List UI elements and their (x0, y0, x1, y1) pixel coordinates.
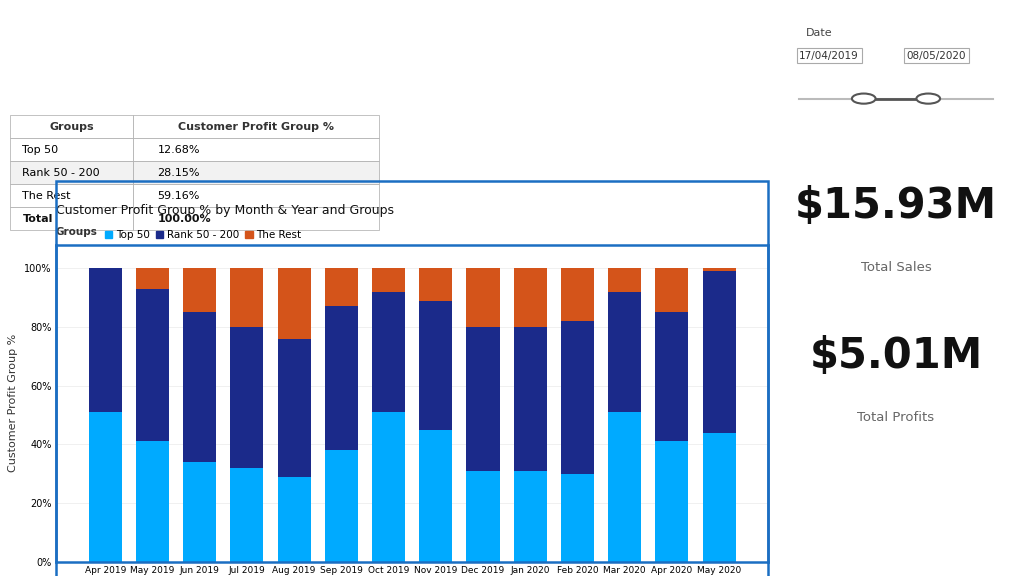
Text: $5.01M: $5.01M (809, 335, 983, 377)
Text: Total Sales: Total Sales (860, 262, 932, 274)
Bar (136, 289, 169, 441)
Bar (702, 268, 735, 271)
Bar (230, 468, 263, 562)
Text: $15.93M: $15.93M (795, 185, 997, 227)
Bar (608, 291, 641, 412)
Bar (514, 268, 547, 327)
Bar (230, 268, 263, 327)
Bar (230, 327, 263, 468)
Bar (278, 476, 310, 562)
Bar (372, 291, 406, 412)
Bar (514, 327, 547, 471)
Bar (655, 312, 688, 441)
Bar (561, 473, 594, 562)
Bar (325, 450, 357, 562)
Text: 08/05/2020: 08/05/2020 (907, 51, 967, 60)
Bar (655, 268, 688, 312)
Bar (608, 412, 641, 562)
Bar (278, 339, 310, 476)
Bar (608, 268, 641, 291)
Circle shape (852, 93, 876, 104)
Bar (183, 312, 216, 462)
Bar (467, 471, 500, 562)
Bar (561, 321, 594, 473)
Bar (372, 412, 406, 562)
Bar (325, 268, 357, 306)
Y-axis label: Customer Profit Group %: Customer Profit Group % (8, 334, 18, 472)
Circle shape (916, 93, 940, 104)
Text: Groups: Groups (55, 228, 97, 237)
Bar (372, 268, 406, 291)
Bar (702, 433, 735, 562)
Bar (467, 268, 500, 327)
Bar (89, 268, 122, 412)
Bar (278, 268, 310, 339)
Bar (561, 268, 594, 321)
Bar (183, 268, 216, 312)
Text: 17/04/2019: 17/04/2019 (799, 51, 859, 60)
Bar (136, 268, 169, 289)
Text: Customer Profit Group % by Month & Year and Groups: Customer Profit Group % by Month & Year … (56, 204, 394, 217)
Bar (655, 441, 688, 562)
Bar (467, 327, 500, 471)
Bar (419, 301, 453, 430)
Bar (419, 430, 453, 562)
Bar (89, 412, 122, 562)
Text: Total Profits: Total Profits (857, 411, 935, 424)
Text: Date: Date (806, 28, 833, 37)
Bar (136, 441, 169, 562)
Bar (325, 306, 357, 450)
Bar (514, 471, 547, 562)
Legend: Top 50, Rank 50 - 200, The Rest: Top 50, Rank 50 - 200, The Rest (100, 226, 305, 245)
Bar (419, 268, 453, 301)
Bar (702, 271, 735, 433)
Bar (183, 462, 216, 562)
